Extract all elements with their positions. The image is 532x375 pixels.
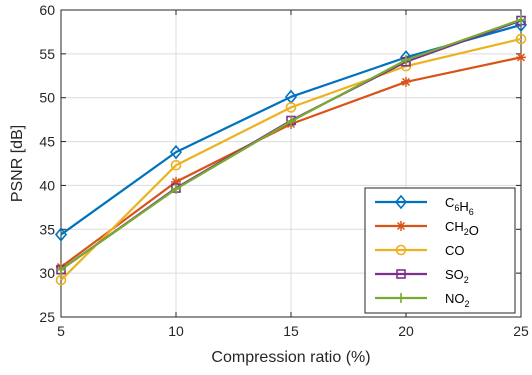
- legend-marker-c6h6: [394, 194, 408, 210]
- x-tick-label: 10: [168, 323, 184, 339]
- legend: C6H6 CH2O CO SO2 NO2: [364, 187, 516, 314]
- data-point-no2: [286, 116, 296, 127]
- legend-label-ch2o: CH2O: [445, 219, 479, 238]
- data-point-co: [285, 102, 297, 113]
- axis-ticks: 5 10 15 20 25 25 30 35 40 45 50 55 60: [39, 2, 529, 339]
- data-point-ch2o: [516, 52, 526, 63]
- legend-label-so2: SO2: [445, 267, 469, 285]
- series-line-co: [60, 37, 522, 281]
- series-co: [55, 33, 527, 286]
- legend-label-no2: NO2: [445, 291, 470, 309]
- legend-marker-so2: [396, 269, 406, 279]
- legend-marker-no2: [396, 293, 406, 303]
- y-axis-label: PSNR [dB]: [9, 125, 26, 202]
- x-tick-label: 15: [283, 323, 299, 339]
- y-tick-label: 25: [39, 309, 55, 325]
- legend-marker-ch2o: [396, 221, 406, 231]
- legend-label-c6h6: C6H6: [445, 195, 474, 217]
- y-tick-label: 35: [39, 221, 55, 237]
- y-tick-label: 30: [39, 265, 55, 281]
- data-point-no2: [56, 264, 66, 275]
- legend-marker-co: [395, 244, 407, 256]
- data-point-co: [170, 159, 182, 171]
- x-tick-label: 5: [57, 323, 65, 339]
- series-no2: [56, 14, 526, 275]
- data-point-ch2o: [171, 176, 181, 187]
- legend-label-co: CO: [445, 243, 465, 258]
- data-point-no2: [171, 183, 181, 194]
- x-axis-label: Compression ratio (%): [211, 349, 370, 366]
- y-tick-label: 45: [39, 134, 55, 150]
- y-tick-label: 50: [39, 90, 55, 106]
- series-lines: [54, 14, 528, 286]
- data-point-co: [515, 33, 527, 45]
- y-tick-label: 40: [39, 177, 55, 193]
- y-tick-label: 55: [39, 46, 55, 62]
- data-point-c6h6: [169, 144, 183, 160]
- data-point-ch2o: [401, 76, 411, 87]
- x-tick-label: 25: [513, 323, 529, 339]
- data-point-no2: [401, 54, 411, 65]
- y-tick-label: 60: [39, 2, 55, 18]
- x-tick-label: 20: [398, 323, 414, 339]
- data-point-co: [55, 274, 67, 286]
- data-point-no2: [516, 14, 526, 25]
- data-point-c6h6: [54, 227, 68, 242]
